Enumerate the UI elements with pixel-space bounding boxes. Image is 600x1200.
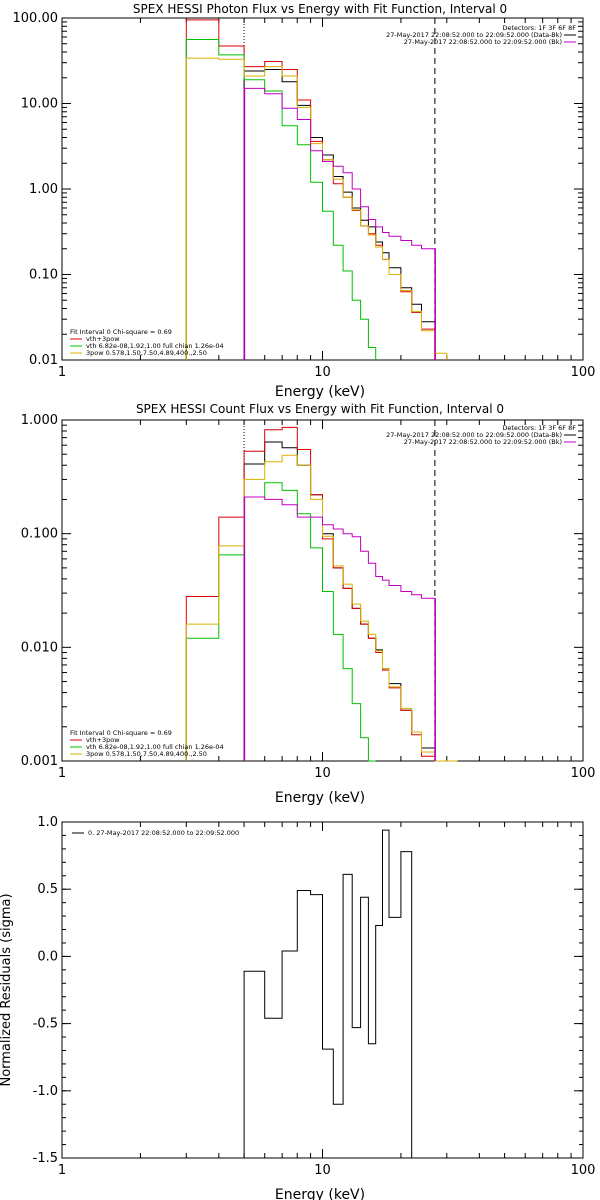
- series-3pow: [185, 57, 448, 360]
- x-tick-label: 1: [58, 766, 66, 781]
- y-tick-label: 0.0: [37, 949, 58, 964]
- series-0-27-may-2017-22-08-52-000-to-22-09-52-000: [243, 829, 413, 1158]
- axis-ticks: 1 10 100 0.01 0.10 1.00 10.00 100.00: [13, 11, 596, 380]
- y-tick-label: 10.00: [21, 97, 58, 112]
- x-tick-label: 1: [58, 365, 66, 380]
- y-tick-label: 0.010: [21, 640, 58, 655]
- y-tick-label: 1.000: [21, 413, 58, 428]
- series-data-bk: [243, 69, 436, 360]
- y-tick-label: 1.00: [29, 182, 58, 197]
- y-tick-label: 1.0: [37, 815, 58, 830]
- x-tick-label: 10: [314, 766, 331, 781]
- legend-vth-text: vth 6.82e-08,1.92,1.00 full chian 1.26e-…: [86, 743, 224, 751]
- photon-flux-panel: SPEX HESSI Photon Flux vs Energy with Fi…: [13, 2, 596, 400]
- series-vth: [185, 482, 376, 762]
- legend-text: 0. 27-May-2017 22:08:52.000 to 22:09:52.…: [88, 829, 239, 837]
- x-tick-label: 100: [571, 766, 596, 781]
- series-group: [185, 426, 458, 762]
- residuals-panel: 1 10 100 -1.5 -1.0 -0.5 0.0 0.5 1.0 Energy (keV)…: [0, 815, 595, 1200]
- legend-bk-text: 27-May-2017 22:08:52.000 to 22:09:52.000…: [404, 438, 562, 446]
- x-tick-label: 1: [58, 1163, 66, 1178]
- y-tick-label: 0.001: [21, 754, 58, 769]
- y-tick-label: 0.100: [21, 527, 58, 542]
- y-tick-label: 100.00: [13, 11, 59, 26]
- series-bk: [243, 87, 436, 360]
- series-vth: [185, 39, 377, 360]
- chart-title: SPEX HESSI Photon Flux vs Energy with Fi…: [133, 2, 507, 16]
- y-tick-label: -1.5: [33, 1151, 58, 1166]
- axis-ticks: 1 10 100 -1.5 -1.0 -0.5 0.0 0.5 1.0: [33, 815, 596, 1178]
- y-axis-label: Normalized Residuals (sigma): [0, 893, 14, 1086]
- chart-title: SPEX HESSI Count Flux vs Energy with Fit…: [136, 402, 504, 416]
- legend-data-text: 27-May-2017 22:08:52.000 to 22:09:52.000…: [386, 31, 562, 39]
- x-tick-label: 100: [571, 365, 596, 380]
- x-axis-label: Energy (keV): [275, 790, 365, 806]
- y-tick-label: 0.01: [29, 353, 58, 368]
- series-vth-3pow: [185, 19, 436, 360]
- x-axis-label: Energy (keV): [275, 1187, 365, 1200]
- axis-ticks: 1 10 100 0.001 0.010 0.100 1.000: [21, 413, 596, 781]
- legend-data-text: 27-May-2017 22:08:52.000 to 22:09:52.000…: [386, 431, 562, 439]
- series-bk: [243, 496, 436, 761]
- legend-fit-text: vth+3pow: [86, 736, 120, 744]
- count-flux-panel: SPEX HESSI Count Flux vs Energy with Fit…: [21, 402, 596, 806]
- legend-bk-text: 27-May-2017 22:08:52.000 to 22:09:52.000…: [404, 38, 562, 46]
- y-tick-label: 0.10: [29, 268, 58, 283]
- legend-detectors: Detectors: 1F 3F 6F 8F: [502, 24, 576, 32]
- x-tick-label: 10: [314, 1163, 331, 1178]
- x-axis-label: Energy (keV): [275, 384, 365, 400]
- y-tick-label: -1.0: [33, 1084, 58, 1099]
- legend-3pow-text: 3pow 0.578,1.50,7.50,4.89,400.,2.50: [86, 750, 207, 758]
- series-group: [185, 19, 448, 360]
- x-tick-label: 100: [571, 1163, 596, 1178]
- y-tick-label: 0.5: [37, 882, 58, 897]
- legend-detectors: Detectors: 1F 3F 6F 8F: [502, 424, 576, 432]
- legend-fit-text: vth+3pow: [86, 335, 120, 343]
- y-tick-label: -0.5: [33, 1017, 58, 1032]
- series-3pow: [185, 454, 458, 762]
- legend-vth-text: vth 6.82e-08,1.92,1.00 full chian 1.26e-…: [86, 342, 224, 350]
- series-group: [243, 829, 413, 1158]
- legend-fit-header: Fit Interval 0 Chi-square = 0.69: [70, 328, 172, 336]
- legend-3pow-text: 3pow 0.578,1.50,7.50,4.89,400.,2.50: [86, 349, 207, 357]
- x-tick-label: 10: [314, 365, 331, 380]
- series-data-bk: [243, 441, 436, 761]
- legend-fit-header: Fit Interval 0 Chi-square = 0.69: [70, 729, 172, 737]
